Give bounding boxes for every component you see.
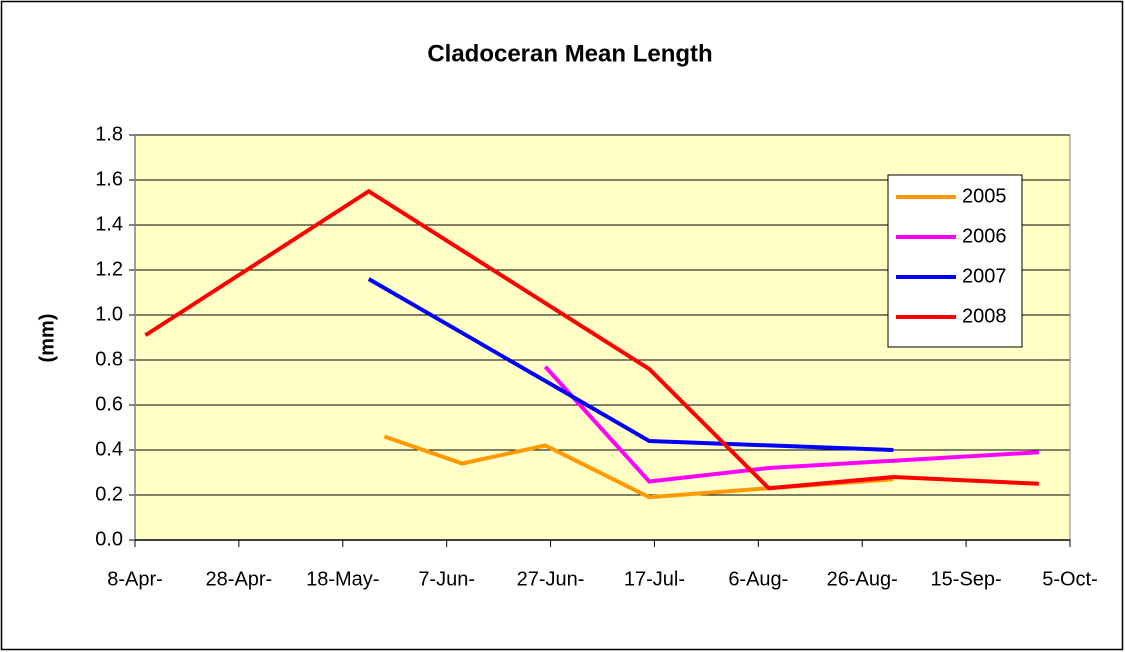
x-tick-label: 18-May-: [306, 568, 379, 590]
x-tick-label: 8-Apr-: [107, 568, 163, 590]
legend-label: 2006: [962, 225, 1007, 247]
y-tick-label: 1.0: [95, 303, 123, 325]
chart-title: Cladoceran Mean Length: [427, 40, 712, 67]
x-tick-label: 5-Oct-: [1042, 568, 1098, 590]
x-tick-label: 15-Sep-: [931, 568, 1002, 590]
y-tick-label: 0.6: [95, 393, 123, 415]
y-tick-label: 0.4: [95, 438, 123, 460]
series-line: [144, 188, 1039, 491]
y-tick-label: 0.0: [95, 528, 123, 550]
y-tick-label: 1.2: [95, 258, 123, 280]
legend-label: 2007: [962, 265, 1007, 287]
x-tick-label: 17-Jul-: [624, 568, 685, 590]
y-tick-label: 1.6: [95, 168, 123, 190]
x-tick-label: 7-Jun-: [418, 568, 475, 590]
legend-label: 2005: [962, 185, 1007, 207]
y-tick-label: 1.4: [95, 213, 123, 235]
series-line: [367, 277, 894, 452]
y-tick-label: 0.8: [95, 348, 123, 370]
x-tick-label: 27-Jun-: [517, 568, 585, 590]
series-line: [543, 365, 1039, 484]
x-tick-label: 28-Apr-: [206, 568, 273, 590]
x-tick-label: 6-Aug-: [728, 568, 788, 590]
y-tick-label: 0.2: [95, 483, 123, 505]
y-axis-label: (mm): [36, 314, 58, 363]
legend-label: 2008: [962, 305, 1007, 327]
y-tick-label: 1.8: [95, 123, 123, 145]
x-tick-label: 26-Aug-: [827, 568, 898, 590]
